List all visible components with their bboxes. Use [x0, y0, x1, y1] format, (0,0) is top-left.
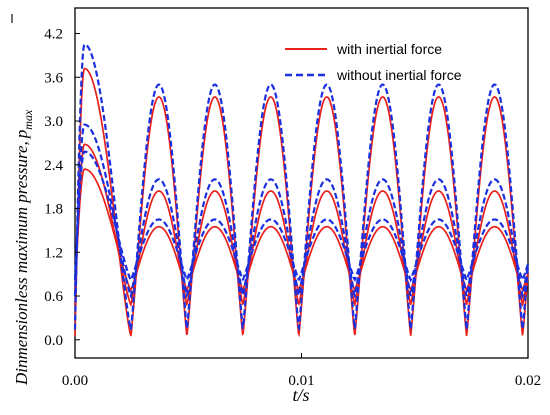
x-tick-label: 0.00 — [62, 373, 88, 389]
series-line-without-inertial-force-2 — [73, 123, 530, 300]
legend-label-without-inertial-force: without inertial force — [336, 67, 462, 83]
series-curves — [73, 43, 530, 338]
y-axis-title-subscript: max — [21, 109, 35, 130]
y-axis-title-symbol: p — [12, 130, 31, 140]
y-tick-label: 4.2 — [44, 27, 63, 43]
y-tick-label: 2.4 — [44, 158, 63, 174]
y-tick-label: 1.2 — [44, 245, 63, 261]
y-axis-title: Dinmensionless maximum pressure,pmax — [11, 14, 35, 386]
y-tick-label: 3.6 — [44, 70, 63, 86]
y-axis-title-main: Dinmensionless maximum pressure, — [12, 141, 31, 386]
y-tick-label: 1.8 — [44, 202, 63, 218]
series-line-without-inertial-force-1 — [73, 43, 530, 332]
y-tick-label: 3.0 — [44, 114, 63, 130]
y-tick-label: 0.0 — [44, 333, 63, 349]
legend: with inertial force without inertial for… — [285, 41, 462, 83]
legend-label-with-inertial-force: with inertial force — [336, 41, 442, 57]
x-tick-label: 0.02 — [515, 373, 541, 389]
svg-text:Dinmensionless maximum pressur: Dinmensionless maximum pressure,pmax — [12, 109, 35, 386]
axis-ticks: 0.00 0.01 0.02 0.0 0.6 1.2 1.8 2.4 3.0 3.6 4.2 — [44, 27, 541, 389]
y-tick-label: 0.6 — [44, 289, 63, 305]
series-line-with-inertial-force-1 — [74, 67, 529, 338]
x-axis-title: t/s — [292, 385, 309, 405]
x-tick-label: 0.01 — [288, 373, 314, 389]
series-line-without-inertial-force-3 — [73, 150, 530, 283]
